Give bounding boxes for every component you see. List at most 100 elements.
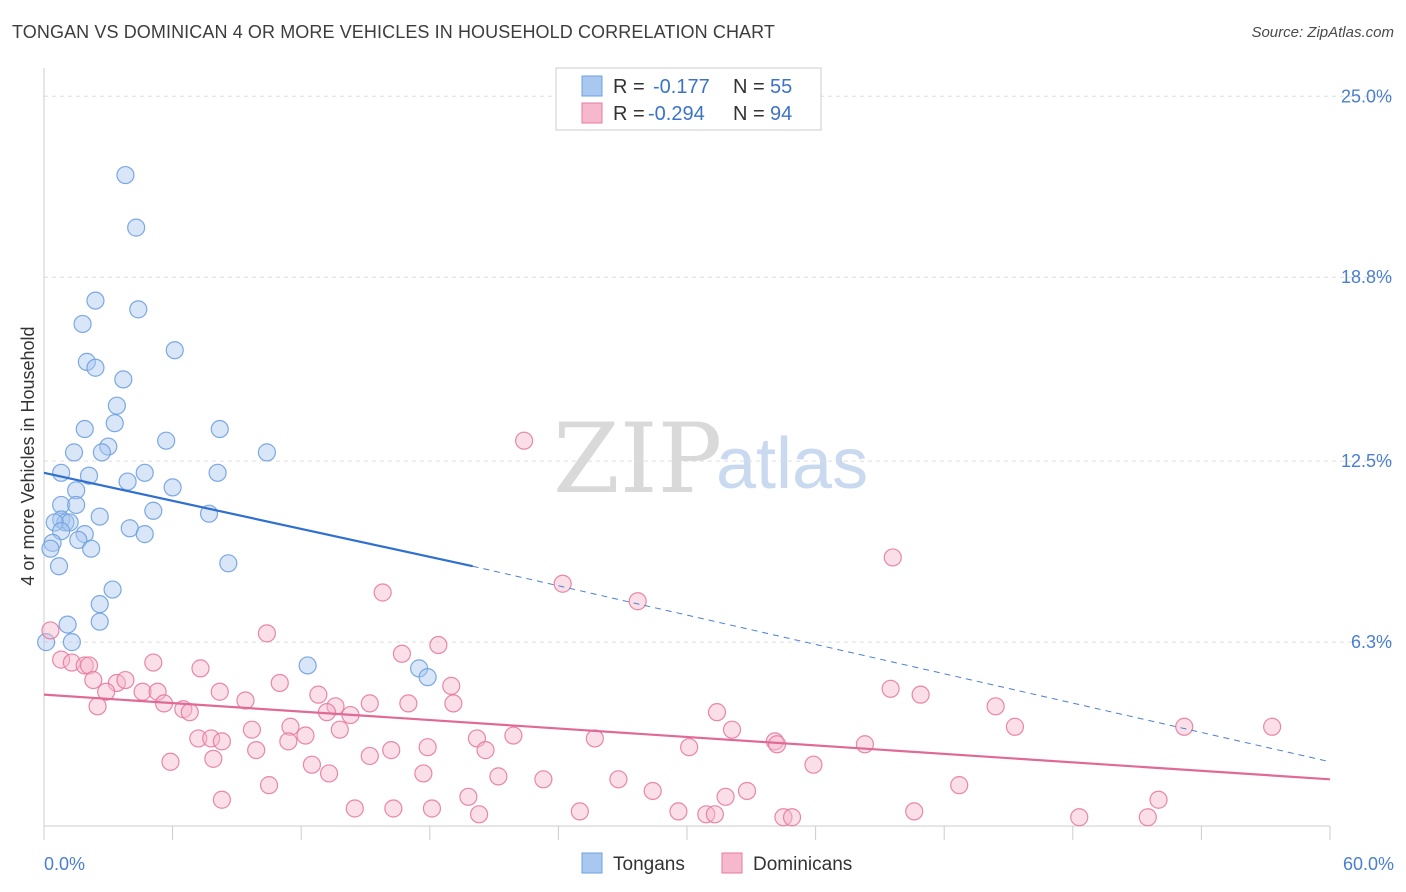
legend-n-label-1: N = <box>733 76 765 98</box>
dominican-point <box>986 697 1005 716</box>
dominican-point <box>1175 717 1194 736</box>
dominican-point <box>88 697 107 716</box>
dominican-point <box>360 746 379 766</box>
x-tick-label: 60.0% <box>1343 854 1394 874</box>
dominican-point <box>1263 717 1282 736</box>
tongan-point <box>210 419 229 439</box>
tongan-point <box>107 396 126 415</box>
dominican-point <box>210 682 229 701</box>
dominican-point <box>384 799 403 818</box>
tongan-point <box>37 633 56 652</box>
tongan-point <box>82 539 101 558</box>
tongan-point <box>79 466 99 485</box>
y-axis-title: 4 or more Vehicles in Household <box>18 326 38 585</box>
x-tick-label: 0.0% <box>44 854 85 874</box>
legend-n-value-2: 94 <box>770 103 792 125</box>
dominican-point <box>257 624 277 643</box>
y-tick-label: 25.0% <box>1341 86 1392 106</box>
tongan-point <box>114 370 133 389</box>
dominican-point <box>242 720 262 739</box>
dominican-point <box>680 738 699 757</box>
tongan-point <box>165 341 184 360</box>
y-tick-label: 18.8% <box>1341 267 1392 287</box>
dominican-point <box>905 802 924 821</box>
dominican-point <box>399 694 418 713</box>
dominican-point <box>79 656 99 675</box>
legend-swatch-dominicans-bottom <box>721 852 743 874</box>
dominican-point <box>279 732 298 751</box>
dominican-point <box>705 805 724 824</box>
legend-label-dominicans: Dominicans <box>753 854 852 875</box>
dominican-trend-line <box>43 693 1331 781</box>
dominican-point <box>330 720 349 739</box>
dominican-point <box>459 787 478 806</box>
dominican-point <box>716 787 735 806</box>
dominican-point <box>585 729 604 748</box>
legend-n-value-1: 55 <box>770 76 792 98</box>
dominican-point <box>180 703 199 722</box>
watermark-zip: ZIP <box>553 403 722 515</box>
tongan-point <box>105 414 124 433</box>
dominican-point <box>707 703 727 722</box>
dominican-point <box>429 635 448 655</box>
tongan-trend-line <box>43 471 473 568</box>
dominican-point <box>489 767 508 786</box>
tongan-point <box>90 595 109 614</box>
dominican-point <box>296 726 315 745</box>
tongan-point <box>92 443 111 462</box>
tongan-point <box>67 495 86 515</box>
dominican-point <box>281 717 300 736</box>
chart-title: TONGAN VS DOMINICAN 4 OR MORE VEHICLES I… <box>12 22 776 42</box>
dominican-point <box>191 659 210 678</box>
trend-lines <box>43 471 1331 781</box>
dominican-point <box>570 802 589 821</box>
tongan-point <box>56 513 75 532</box>
dominican-point <box>97 682 116 701</box>
legend-swatch-dominicans <box>581 102 603 124</box>
dominican-point <box>392 644 412 663</box>
dominican-point <box>52 650 71 669</box>
dominican-point <box>476 741 495 760</box>
tongan-point <box>49 557 69 576</box>
legend-r-label-1: R = <box>613 76 645 98</box>
dominican-point <box>1149 790 1168 809</box>
dominican-point <box>643 781 662 801</box>
legend-r-value-1: -0.177 <box>653 76 710 98</box>
tongan-point <box>86 358 105 377</box>
dominican-point <box>442 676 461 695</box>
legend-r-label-2: R = <box>613 103 645 125</box>
dominican-point <box>1138 808 1157 827</box>
tongan-point <box>418 668 437 687</box>
tongan-trend-extension <box>472 565 1331 763</box>
tongan-point <box>41 539 60 558</box>
dominican-point <box>212 790 231 809</box>
dominican-point <box>41 621 60 640</box>
watermark-atlas: atlas <box>716 424 868 504</box>
legend-n-label-2: N = <box>733 103 765 125</box>
dominican-point <box>950 776 969 795</box>
dominican-point <box>259 776 279 795</box>
correlation-legend: R = -0.177 N = 55 R = -0.294 N = 94 <box>555 67 822 131</box>
dominican-point <box>1005 717 1025 736</box>
dominican-point <box>418 738 437 757</box>
dominican-point <box>737 781 757 801</box>
tongan-point <box>208 463 227 482</box>
tongan-point <box>257 443 277 462</box>
dominican-point <box>189 729 208 748</box>
tongan-point <box>90 612 109 631</box>
tongan-point <box>67 481 86 500</box>
tongan-point <box>118 472 137 491</box>
dominican-point <box>515 431 534 450</box>
tongan-point <box>86 291 105 310</box>
tongan-point <box>298 656 317 675</box>
dominican-point <box>782 808 802 827</box>
dominican-point <box>469 805 489 824</box>
data-points <box>37 165 1282 827</box>
dominican-point <box>202 729 221 748</box>
tongan-point <box>64 443 84 462</box>
dominican-point <box>116 670 135 690</box>
tongan-point <box>75 419 94 439</box>
dominican-point <box>212 732 231 751</box>
tongan-point <box>58 615 77 634</box>
dominican-point <box>504 726 523 745</box>
